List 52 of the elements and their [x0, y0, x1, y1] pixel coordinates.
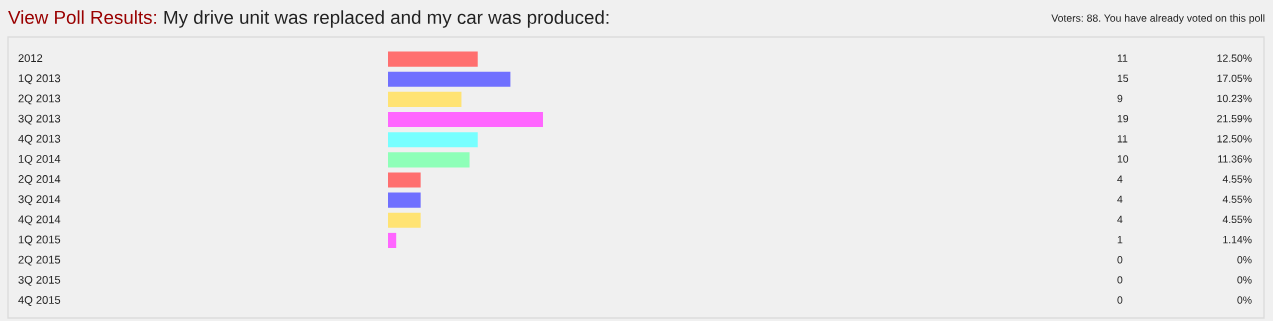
y-tick-label: 2Q 2014 [18, 175, 61, 185]
y-tick-label: 3Q 2013 [18, 114, 61, 125]
data-label: 0% [1237, 296, 1252, 304]
y-tick-label: 1Q 2013 [18, 74, 61, 85]
bar [388, 71, 511, 87]
y-tick-label: 4Q 2015 [18, 296, 61, 306]
text: 10 [1117, 155, 1129, 163]
bar [388, 232, 397, 249]
data-label: 17.05% [1217, 74, 1252, 83]
data-label: 4.55% [1222, 175, 1252, 183]
data-label: 4.55% [1222, 215, 1252, 224]
data-label: 0% [1237, 256, 1252, 264]
text: 0 [1117, 296, 1123, 304]
text: 1 [1117, 235, 1123, 244]
y-tick-label: 2Q 2015 [18, 255, 61, 266]
data-label: 10.23% [1217, 94, 1252, 103]
y-tick-label: 4Q 2014 [18, 215, 61, 226]
text: 4 [1117, 195, 1123, 203]
data-label: 12.50% [1217, 54, 1252, 62]
bar [388, 212, 421, 228]
data-label: 12.50% [1217, 135, 1252, 143]
bar [388, 172, 421, 188]
text: View Poll Results: [8, 10, 157, 25]
text: 0 [1117, 276, 1123, 284]
y-tick-label: 4Q 2013 [18, 134, 61, 145]
bar [388, 51, 478, 67]
bar [388, 91, 462, 107]
y-tick-label: 2012 [18, 54, 43, 63]
text: 4 [1117, 175, 1123, 183]
data-label: 21.59% [1217, 114, 1252, 123]
bar [388, 132, 478, 148]
y-tick-label: 1Q 2015 [18, 235, 61, 246]
data-label: 0% [1237, 276, 1252, 284]
text: 11 [1117, 135, 1128, 143]
bar [388, 111, 543, 128]
bar [388, 152, 470, 168]
data-label: 1.14% [1223, 235, 1252, 244]
text: 11 [1117, 54, 1128, 62]
y-tick-label: 1Q 2014 [18, 154, 61, 165]
text: 15 [1117, 74, 1129, 83]
y-tick-label: 2Q 2013 [18, 94, 61, 105]
chart-subtitle: My drive unit was replaced and my car was produced: [164, 10, 609, 28]
y-tick-label: 3Q 2015 [18, 275, 61, 286]
bar [388, 192, 421, 208]
text: 9 [1117, 94, 1123, 103]
data-label: 11.36% [1218, 155, 1252, 163]
text: 0 [1117, 256, 1123, 264]
text: 19 [1117, 114, 1129, 123]
text: Voters: 88. You have already voted on this poll [1051, 14, 1265, 24]
text: 4 [1117, 215, 1123, 223]
y-tick-label: 3Q 2014 [18, 195, 61, 206]
data-label: 4.55% [1222, 195, 1252, 203]
